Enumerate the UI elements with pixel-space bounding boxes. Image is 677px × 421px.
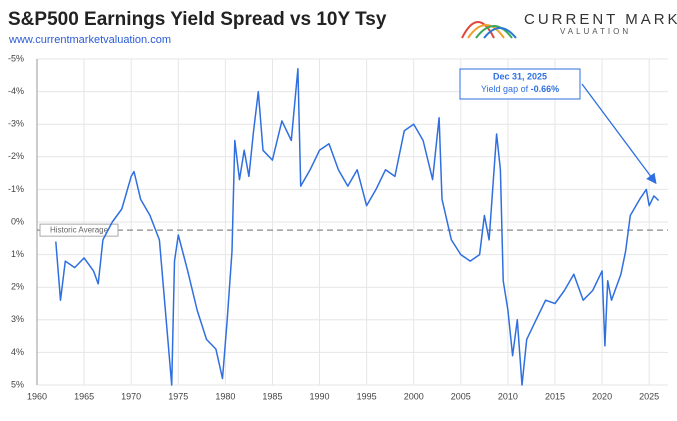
callout-box [459, 68, 581, 100]
callout-text: Yield gap of -0.66% [481, 84, 559, 94]
x-tick-label: 1970 [121, 391, 141, 401]
reference-label-bg [39, 223, 119, 237]
y-tick-label: 3% [11, 314, 24, 324]
x-tick-label: 1960 [27, 391, 47, 401]
x-tick-label: 1990 [310, 391, 330, 401]
x-tick-label: 1980 [215, 391, 235, 401]
y-tick-label: 2% [11, 282, 24, 292]
x-tick-label: 1985 [262, 391, 282, 401]
x-tick-label: 1995 [357, 391, 377, 401]
brand-tagline: VALUATION [560, 27, 631, 36]
x-tick-label: 2005 [451, 391, 471, 401]
callout-value: -0.66% [531, 84, 560, 94]
x-tick-label: 1965 [74, 391, 94, 401]
chart-title: S&P500 Earnings Yield Spread vs 10Y Tsy [8, 9, 387, 30]
callout-date: Dec 31, 2025 [493, 71, 547, 81]
y-tick-label: -2% [8, 151, 24, 161]
grid: -5% -4% -3% -2% -1% 0% 1% 2% 3% 4% 5%1960 1965 1970 1… [8, 53, 668, 401]
y-tick-label: -1% [8, 184, 24, 194]
y-tick-label: 5% [11, 379, 24, 389]
x-tick-label: 2015 [545, 391, 565, 401]
brand-name: CURRENT MARKET [524, 11, 677, 28]
x-tick-label: 2000 [404, 391, 424, 401]
reference-label: Historic Average [50, 225, 109, 234]
plot: Historic Average [37, 68, 668, 386]
x-tick-label: 2020 [592, 391, 612, 401]
y-tick-label: 0% [11, 216, 24, 226]
y-tick-label: -5% [8, 53, 24, 63]
x-tick-label: 2010 [498, 391, 518, 401]
callout-prefix: Yield gap of [481, 84, 529, 94]
y-tick-label: 1% [11, 249, 24, 259]
x-tick-label: 2025 [639, 391, 659, 401]
x-tick-label: 1975 [168, 391, 188, 401]
subtitle: www.currentmarketvaluation.com [8, 34, 171, 46]
y-tick-label: -3% [8, 119, 24, 129]
line-series [55, 68, 660, 386]
logo [461, 21, 517, 39]
y-tick-label: -4% [8, 86, 24, 96]
callout-arrow [581, 83, 657, 185]
y-tick-label: 4% [11, 347, 24, 357]
